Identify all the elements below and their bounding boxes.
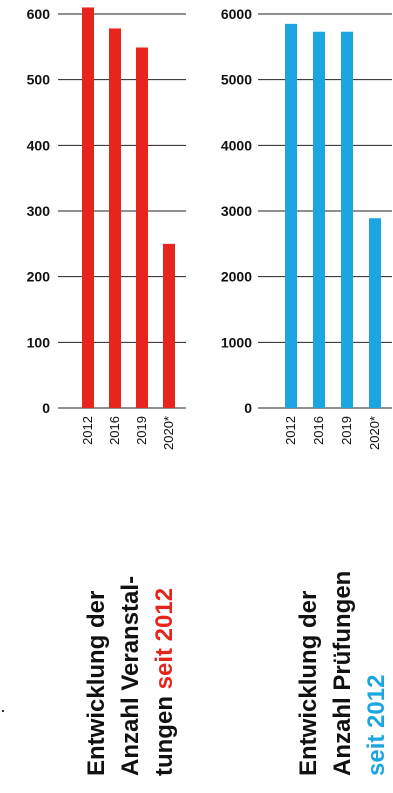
events-ytick-label: 100: [27, 334, 51, 350]
exams-bar: [285, 23, 297, 408]
events-bar: [163, 243, 175, 408]
exams-title-text: Anzahl Prüfungen: [329, 571, 356, 776]
exams-title-line: Anzahl Prüfungen: [329, 571, 356, 776]
events-ytick-label: 600: [27, 6, 51, 22]
exams-bar: [341, 31, 353, 408]
events-title-text: tungen: [151, 689, 178, 776]
exams-category-label: 2020*: [367, 416, 382, 450]
events-ytick-label: 300: [27, 203, 51, 219]
exams-title-line: seit 2012: [363, 675, 390, 776]
exams-bar: [313, 31, 325, 408]
exams-ytick-label: 4000: [221, 137, 252, 153]
events-title-accent: seit 2012: [151, 588, 178, 689]
exams-ytick-label: 2000: [221, 269, 252, 285]
exams-ytick-label: 1000: [221, 334, 252, 350]
events-ytick-label: 0: [42, 400, 50, 416]
exams-ytick-label: 5000: [221, 72, 252, 88]
exams-ytick-label: 0: [244, 400, 252, 416]
events-category-label: 2020*: [161, 416, 176, 450]
events-category-label: 2016: [107, 416, 122, 445]
exams-ytick-label: 3000: [221, 203, 252, 219]
events-bar: [82, 7, 94, 409]
events-title-text: Anzahl Veranstal-: [117, 576, 144, 776]
events-title-text: Entwicklung der: [83, 591, 110, 776]
events-bar: [136, 47, 148, 409]
exams-title-line: Entwicklung der: [295, 591, 322, 776]
events-title-line: Entwicklung der: [83, 591, 110, 776]
events-bar: [109, 28, 121, 409]
events-ytick-label: 200: [27, 269, 51, 285]
events-title-line: tungen seit 2012: [151, 588, 178, 776]
exams-category-label: 2012: [283, 416, 298, 445]
stray-dot: [2, 710, 4, 712]
chart-events: 0 100 200 300 400 500 600 2012 2016 2019 2020* Entw…: [27, 6, 186, 776]
events-ytick-label: 400: [27, 137, 51, 153]
events-category-label: 2012: [80, 416, 95, 445]
events-title-line: Anzahl Veranstal-: [117, 576, 144, 776]
exams-category-label: 2016: [311, 416, 326, 445]
exams-category-label: 2019: [339, 416, 354, 445]
exams-ytick-label: 6000: [221, 6, 252, 22]
exams-title-text: Entwicklung der: [295, 591, 322, 776]
chart-exams: 0 1000 2000 3000 4000 5000 6000 2012 2016 2019 202…: [221, 6, 392, 776]
events-ytick-label: 500: [27, 72, 51, 88]
exams-bar: [369, 218, 381, 408]
exams-title-accent: seit 2012: [363, 675, 390, 776]
events-category-label: 2019: [134, 416, 149, 445]
